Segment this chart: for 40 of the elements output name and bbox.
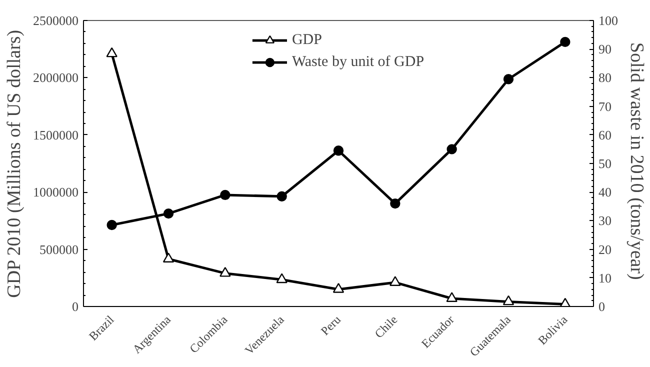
point xyxy=(390,198,400,209)
point xyxy=(333,146,344,156)
point xyxy=(162,252,174,263)
y2-tick-label: 80 xyxy=(598,70,612,86)
y2-tick-label: 40 xyxy=(598,184,612,200)
y2-tick-label: 100 xyxy=(598,13,618,28)
point xyxy=(220,266,231,277)
point xyxy=(446,144,457,154)
y-tick-label: 2000000 xyxy=(33,70,78,86)
legend-label: Waste by unit of GDP xyxy=(292,54,424,70)
x-tick-label: Peru xyxy=(318,312,344,338)
y2-tick-label: 30 xyxy=(598,213,612,228)
y2-tick-label: 90 xyxy=(598,42,612,57)
y-axis-title: GDP 2010 (Millions of US dollars) xyxy=(4,30,25,298)
point xyxy=(446,292,458,302)
y-tick-label: 500000 xyxy=(40,242,78,257)
point xyxy=(163,208,174,219)
y-tick-label: 2500000 xyxy=(33,13,78,28)
y-tick-label: 1500000 xyxy=(33,127,78,142)
point xyxy=(106,47,118,58)
point xyxy=(560,36,570,48)
point xyxy=(220,190,230,200)
y2-tick-label: 70 xyxy=(598,98,612,114)
y2-tick-label: 60 xyxy=(598,127,612,142)
y2-tick-label: 50 xyxy=(598,156,612,171)
y-tick-label: 0 xyxy=(72,299,78,314)
point xyxy=(276,191,287,202)
y2-tick-label: 20 xyxy=(598,242,612,257)
legend-label: GDP xyxy=(292,32,322,48)
y-tick-label: 1000000 xyxy=(33,184,78,200)
y2-tick-label: 10 xyxy=(598,270,612,286)
x-tick-label: Chile xyxy=(372,312,400,341)
y2-axis-title: Solid waste in 2010 (tons/year) xyxy=(626,42,647,280)
y2-tick-label: 0 xyxy=(598,299,605,314)
point xyxy=(503,74,514,84)
point xyxy=(106,220,117,230)
point xyxy=(332,282,344,293)
point xyxy=(502,295,514,306)
point xyxy=(276,273,288,284)
point xyxy=(390,276,401,286)
